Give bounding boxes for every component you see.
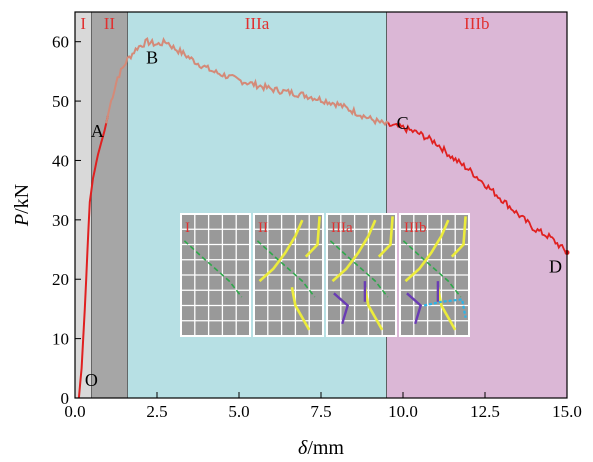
point-label-c: C <box>397 113 409 133</box>
x-tick-label-5: 12.5 <box>470 402 500 421</box>
x-tick-label-6: 15.0 <box>552 402 582 421</box>
x-tick-label-1: 2.5 <box>146 402 167 421</box>
y-axis-title: P/kN <box>11 184 33 227</box>
inset-label-1: II <box>258 220 268 236</box>
x-axis-title: δ/mm <box>298 437 344 459</box>
y-tick-label-1: 10 <box>52 330 69 349</box>
x-axis-ticks: 0.0 2.5 5.0 7.5 10.0 12.5 15.0 <box>64 392 582 421</box>
stage-label-3: IIIb <box>464 14 489 33</box>
x-tick-label-4: 10.0 <box>388 402 418 421</box>
y-tick-label-6: 60 <box>52 33 69 52</box>
stage-label-1: II <box>104 14 116 33</box>
crack-blue <box>423 298 467 318</box>
crack-purple <box>406 281 440 325</box>
stage-band-2 <box>127 11 387 399</box>
stage-labels: I II IIIa IIIb <box>80 14 489 33</box>
y-tick-label-0: 0 <box>61 389 70 408</box>
y-tick-label-5: 50 <box>52 92 69 111</box>
inset-label-3: IIIb <box>404 220 427 236</box>
point-labels: O A B C D <box>85 48 562 390</box>
y-tick-label-3: 30 <box>52 211 69 230</box>
x-tick-label-0: 0.0 <box>64 402 85 421</box>
crack-green <box>183 240 243 298</box>
y-tick-label-4: 40 <box>52 151 69 170</box>
x-axis-symbol: δ <box>298 437 308 459</box>
crack-green <box>329 240 389 298</box>
point-label-a: A <box>91 121 104 141</box>
stage-band-1 <box>91 11 128 399</box>
curve-segment-elastic <box>77 115 109 399</box>
point-label-b: B <box>146 48 158 68</box>
x-tick-label-2: 5.0 <box>228 402 249 421</box>
point-label-o: O <box>85 370 98 390</box>
curve-segment-peak <box>105 36 391 127</box>
curve-segment-softening <box>387 122 568 254</box>
x-axis-unit: /mm <box>307 437 344 459</box>
stage-bands <box>74 11 568 399</box>
crack-yellow <box>258 216 321 331</box>
crack-green <box>256 240 316 298</box>
stage-label-2: IIIa <box>245 14 270 33</box>
point-label-d: D <box>549 257 562 277</box>
y-axis-ticks: 0 10 20 30 40 50 60 <box>52 33 81 408</box>
y-tick-label-2: 20 <box>52 270 69 289</box>
y-axis-unit: /kN <box>11 184 33 214</box>
axis-titles: δ/mm P/kN <box>11 184 344 459</box>
x-tick-label-3: 7.5 <box>310 402 331 421</box>
crack-green <box>402 240 462 298</box>
inset-label-0: I <box>185 220 190 236</box>
crack-inset: I II IIIa IIIb <box>180 213 470 337</box>
crack-purple <box>333 281 367 325</box>
stage-band-3 <box>386 11 568 399</box>
y-axis-symbol: P <box>11 214 33 227</box>
stage-label-0: I <box>80 14 86 33</box>
inset-label-2: IIIa <box>331 220 353 236</box>
load-curve <box>77 36 570 399</box>
